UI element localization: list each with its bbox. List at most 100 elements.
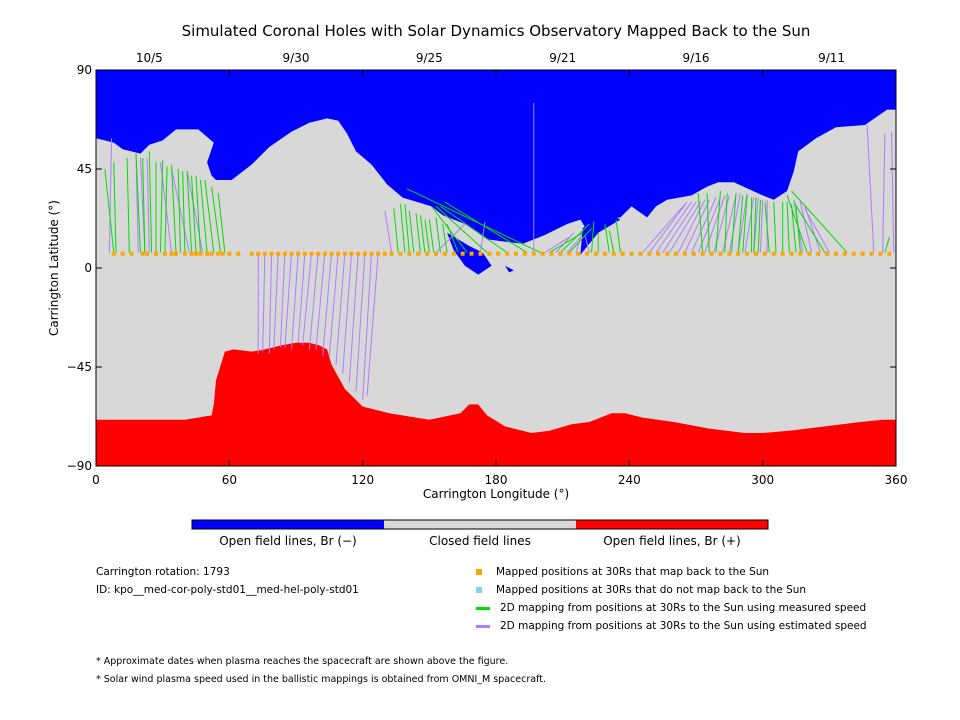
mapped-back-point xyxy=(216,251,221,256)
measured-speed-mapping-line xyxy=(791,204,797,253)
mapped-back-point xyxy=(169,251,174,256)
mapped-back-point xyxy=(878,251,883,256)
estimated-speed-mapping-line xyxy=(804,208,830,253)
measured-speed-mapping-line xyxy=(415,212,421,253)
mapped-back-point xyxy=(851,251,856,256)
date-tick-label: 9/11 xyxy=(818,51,845,65)
estimated-speed-mapping-line xyxy=(882,133,886,253)
mapped-back-point xyxy=(342,251,347,256)
estimated-speed-mapping-line xyxy=(297,252,306,343)
estimated-speed-mapping-line xyxy=(737,193,748,253)
measured-speed-mapping-line xyxy=(186,171,193,253)
measured-speed-mapping-line xyxy=(442,223,448,253)
estimated-speed-mapping-line xyxy=(355,252,366,392)
mapped-back-point xyxy=(745,251,750,256)
measured-speed-mapping-line xyxy=(159,160,164,253)
mapped-back-point xyxy=(549,251,554,256)
measured-speed-mapping-line xyxy=(191,175,197,253)
mapped-back-point xyxy=(585,251,590,256)
measured-speed-mapping-line xyxy=(135,153,141,253)
measured-speed-mapping-line xyxy=(795,206,801,253)
measured-speed-mapping-line xyxy=(113,162,117,253)
measured-speed-mapping-line xyxy=(884,237,890,253)
mapped-back-point xyxy=(718,251,723,256)
mapped-back-point xyxy=(647,251,652,256)
estimated-speed-mapping-line xyxy=(328,252,339,357)
mapped-back-point xyxy=(727,251,732,256)
mapped-back-point xyxy=(349,251,354,256)
estimated-speed-mapping-line xyxy=(691,197,717,253)
mapped-back-point xyxy=(236,251,241,256)
mapped-back-point xyxy=(780,251,785,256)
estimated-speed-mapping-line xyxy=(171,168,190,253)
mapped-back-point xyxy=(282,251,287,256)
measured-speed-mapping-line xyxy=(604,223,610,253)
mapped-back-point xyxy=(789,251,794,256)
date-tick-label: 9/16 xyxy=(683,51,710,65)
measured-speed-mapping-line xyxy=(568,228,592,253)
y-tick-label: −45 xyxy=(67,360,92,374)
measured-speed-mapping-line xyxy=(211,186,221,253)
open-negative-region-2 xyxy=(580,215,621,255)
date-tick-label: 9/25 xyxy=(416,51,443,65)
estimated-speed-mapping-line xyxy=(684,199,710,253)
top-date-ticks: 10/5 9/30 9/25 9/21 9/16 9/11 xyxy=(136,51,845,65)
colorbar-segment-open-positive xyxy=(576,520,768,529)
mapped-back-point xyxy=(496,251,501,256)
mapped-back-point xyxy=(869,251,874,256)
estimated-speed-mapping-line xyxy=(342,252,353,374)
mapped-back-point xyxy=(816,251,821,256)
mapped-back-point xyxy=(174,251,178,256)
estimated-speed-mapping-line xyxy=(384,210,393,253)
measured-speed-mapping-line xyxy=(177,168,181,253)
measured-speed-mapping-line xyxy=(126,157,130,253)
y-tick-label: 45 xyxy=(77,162,92,176)
mapped-back-point xyxy=(296,251,301,256)
mapped-back-point xyxy=(316,251,321,256)
y-tick-label: 90 xyxy=(77,63,92,77)
estimated-speed-mapping-line xyxy=(284,252,293,348)
measured-speed-mapping-line xyxy=(142,157,146,253)
mapped-back-point xyxy=(442,251,447,256)
mapped-back-point xyxy=(754,251,758,256)
estimated-speed-mapping-line xyxy=(262,252,266,352)
mapped-back-point xyxy=(514,251,518,256)
mapped-back-point xyxy=(249,251,254,256)
measured-speed-mapping-line xyxy=(773,201,777,253)
estimated-speed-mapping-line xyxy=(108,138,113,253)
estimated-speed-mapping-line xyxy=(146,157,150,253)
colorbar-label: Open field lines, Br (−) xyxy=(219,534,357,548)
measured-speed-mapping-line xyxy=(793,201,826,253)
estimated-speed-mapping-line xyxy=(759,199,764,253)
mapped-back-point xyxy=(362,251,367,256)
open-negative-region-0 xyxy=(96,70,896,244)
estimated-speed-mapping-line xyxy=(677,199,706,253)
mapped-back-point xyxy=(629,251,634,256)
measured-speed-mapping-line xyxy=(753,197,757,253)
mapped-back-point xyxy=(398,251,403,256)
mapped-back-point xyxy=(478,251,483,256)
legend-item: Mapped positions at 30Rs that do not map… xyxy=(476,584,806,596)
mapped-back-point xyxy=(256,251,261,256)
measured-speed-mapping-line xyxy=(791,190,848,253)
measured-speed-mapping-line xyxy=(424,219,430,253)
estimated-speed-mapping-line xyxy=(335,252,346,365)
mapped-back-point xyxy=(425,251,430,256)
open-positive-region-0 xyxy=(96,342,896,466)
legend-label: 2D mapping from positions at 30Rs to the… xyxy=(500,602,867,614)
measured-speed-mapping-line xyxy=(786,195,808,253)
mapped-back-point xyxy=(834,251,838,256)
estimated-speed-mapping-line xyxy=(704,195,726,253)
legend-item: 2D mapping from positions at 30Rs to the… xyxy=(476,602,866,614)
date-tick-label: 9/30 xyxy=(283,51,310,65)
estimated-speed-mapping-line xyxy=(648,201,688,253)
measured-speed-mapping-line xyxy=(435,217,441,253)
mapped-back-point xyxy=(665,251,670,256)
estimated-speed-mapping-line xyxy=(744,197,755,253)
mapped-back-point xyxy=(487,251,492,256)
mapped-back-point xyxy=(205,251,210,256)
mapped-back-point xyxy=(129,251,134,256)
estimated-speed-mapping-line xyxy=(655,201,692,253)
measured-speed-mapping-line xyxy=(737,195,744,253)
